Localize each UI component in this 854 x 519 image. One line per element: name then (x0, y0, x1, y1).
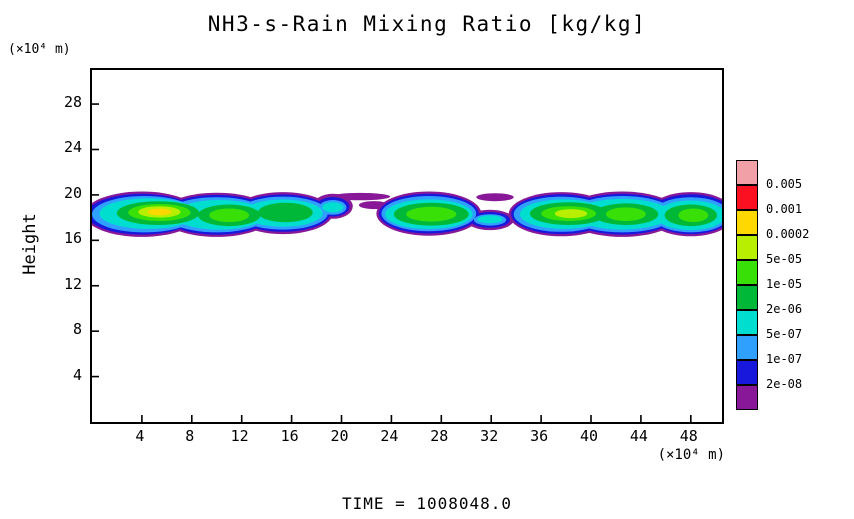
x-tick-label: 24 (380, 427, 399, 445)
x-tick-label: 32 (480, 427, 499, 445)
legend-color-cell (736, 285, 758, 310)
contour-level-0-blob (476, 193, 514, 202)
contour-level-0-blob (330, 192, 391, 201)
x-tick-label: 44 (629, 427, 648, 445)
x-tick-label: 48 (679, 427, 698, 445)
legend-label: 0.001 (766, 202, 803, 216)
x-tick-label: 20 (330, 427, 349, 445)
contour-level-5-blob (605, 207, 646, 221)
contour-level-5-blob (209, 208, 250, 223)
chart-title: NH3-s-Rain Mixing Ratio [kg/kg] (207, 12, 647, 36)
y-tick-label: 16 (63, 229, 82, 248)
legend-label: 5e-05 (766, 252, 803, 266)
contour-level-3-blob (477, 215, 503, 224)
x-tick-label: 16 (280, 427, 299, 445)
legend-color-cell (736, 210, 758, 235)
x-tick-label: 40 (579, 427, 599, 445)
y-axis-unit: (×10⁴ m) (8, 42, 71, 57)
contour-level-4-blob (258, 202, 313, 223)
legend-label: 2e-06 (766, 302, 803, 316)
y-tick-label: 12 (63, 274, 82, 293)
legend-label: 1e-07 (766, 352, 803, 366)
x-axis-unit: (×10⁴ m) (657, 447, 725, 463)
legend-color-cell (736, 335, 758, 360)
legend-color-cell (736, 160, 758, 185)
legend-color-cell (736, 310, 758, 335)
plot-area (90, 68, 724, 424)
legend-color-cell (736, 185, 758, 210)
contour-plot (92, 103, 722, 422)
legend-color-cell (736, 235, 758, 260)
x-tick-label: 36 (530, 427, 549, 445)
x-tick-label: 12 (230, 427, 249, 445)
y-tick-label: 24 (63, 138, 82, 157)
legend-color-cell (736, 260, 758, 285)
legend-label: 0.005 (766, 177, 803, 191)
y-tick-label: 20 (63, 183, 82, 202)
legend-label: 1e-05 (766, 277, 803, 291)
contour-level-5-blob (678, 208, 709, 223)
legend-label: 5e-07 (766, 327, 803, 341)
y-tick-label: 8 (72, 320, 82, 339)
x-tick-label: 4 (135, 427, 145, 445)
legend-label: 2e-08 (766, 377, 803, 391)
x-tick-label: 28 (430, 427, 449, 445)
contour-level-5-blob (406, 206, 457, 222)
y-tick-label: 28 (63, 93, 82, 112)
y-tick-label: 4 (72, 365, 82, 384)
legend-color-cell (736, 360, 758, 385)
color-legend: 0.005 0.001 0.0002 5e-05 1e-05 2e-06 5e-07 1e-0… (736, 160, 846, 410)
legend-label: 0.0002 (766, 227, 810, 241)
time-label: TIME = 1008048.0 (341, 494, 513, 513)
contour-level-3-blob (322, 202, 344, 213)
contour-level-6-blob (554, 209, 588, 219)
legend-color-cell (736, 385, 758, 410)
x-tick-label: 8 (185, 427, 195, 445)
contour-level-7-blob (147, 208, 172, 216)
y-axis-label: Height (20, 213, 40, 275)
